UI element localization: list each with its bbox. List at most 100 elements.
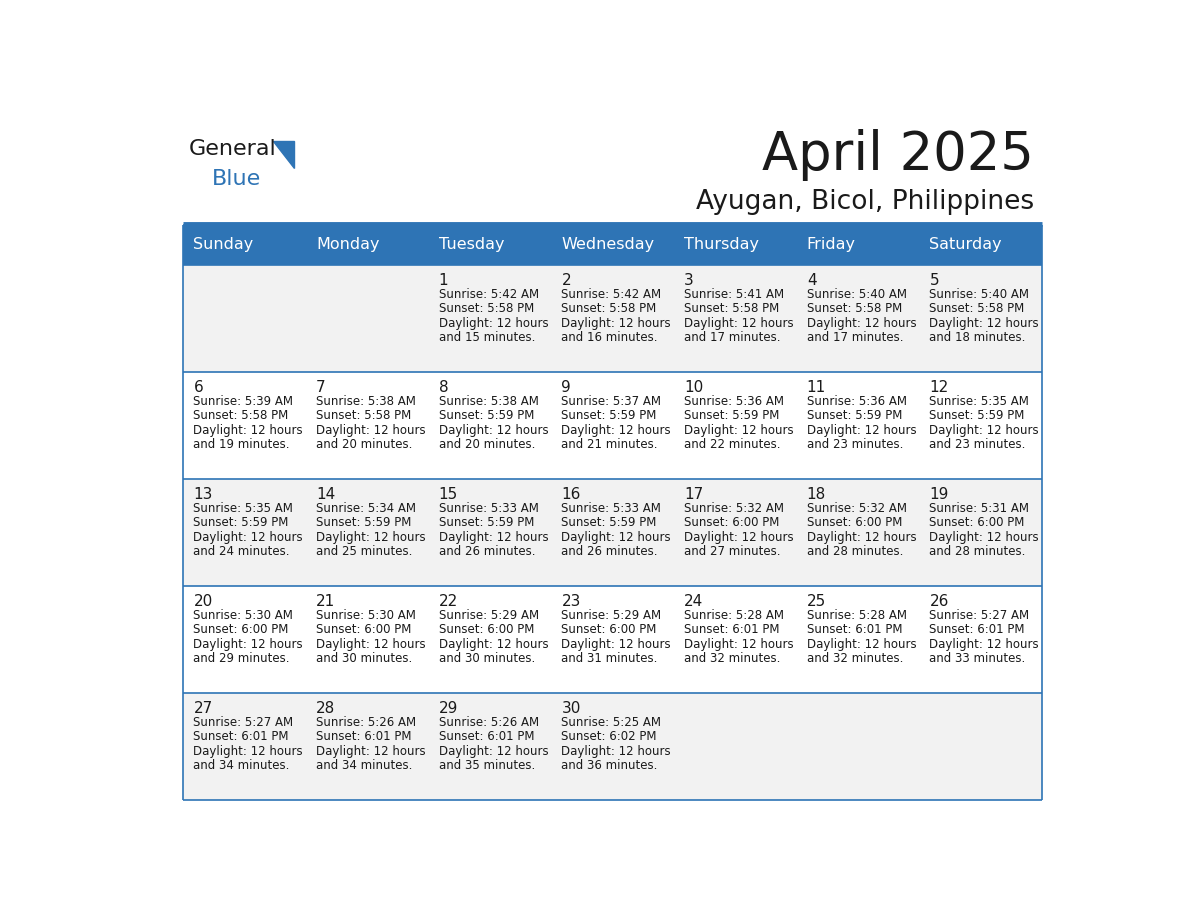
- Text: 22: 22: [438, 594, 459, 609]
- Text: Sunset: 5:58 PM: Sunset: 5:58 PM: [562, 302, 657, 315]
- Text: 20: 20: [194, 594, 213, 609]
- Text: 12: 12: [929, 380, 949, 395]
- Text: Sunrise: 5:36 AM: Sunrise: 5:36 AM: [684, 395, 784, 409]
- Text: and 17 minutes.: and 17 minutes.: [684, 330, 781, 343]
- Text: and 21 minutes.: and 21 minutes.: [562, 438, 658, 451]
- Text: Sunrise: 5:28 AM: Sunrise: 5:28 AM: [807, 610, 906, 622]
- Text: Sunrise: 5:25 AM: Sunrise: 5:25 AM: [562, 716, 662, 729]
- Text: 8: 8: [438, 380, 448, 395]
- Text: Daylight: 12 hours: Daylight: 12 hours: [562, 744, 671, 757]
- Text: Sunrise: 5:26 AM: Sunrise: 5:26 AM: [316, 716, 416, 729]
- Text: Sunset: 6:01 PM: Sunset: 6:01 PM: [438, 731, 535, 744]
- Text: Sunrise: 5:33 AM: Sunrise: 5:33 AM: [438, 502, 538, 515]
- Text: Daylight: 12 hours: Daylight: 12 hours: [316, 638, 425, 651]
- Text: Sunrise: 5:31 AM: Sunrise: 5:31 AM: [929, 502, 1030, 515]
- Text: Sunset: 5:59 PM: Sunset: 5:59 PM: [807, 409, 902, 422]
- Text: and 30 minutes.: and 30 minutes.: [438, 652, 535, 665]
- Text: April 2025: April 2025: [763, 129, 1035, 182]
- Text: Sunrise: 5:29 AM: Sunrise: 5:29 AM: [438, 610, 539, 622]
- Text: Sunset: 5:59 PM: Sunset: 5:59 PM: [194, 516, 289, 530]
- Text: Sunset: 6:02 PM: Sunset: 6:02 PM: [562, 731, 657, 744]
- Text: Daylight: 12 hours: Daylight: 12 hours: [929, 638, 1040, 651]
- Text: Sunday: Sunday: [194, 238, 254, 252]
- Text: Daylight: 12 hours: Daylight: 12 hours: [684, 638, 794, 651]
- Text: and 35 minutes.: and 35 minutes.: [438, 759, 535, 772]
- Text: Sunset: 5:58 PM: Sunset: 5:58 PM: [438, 302, 535, 315]
- Text: Daylight: 12 hours: Daylight: 12 hours: [684, 317, 794, 330]
- Text: Sunset: 6:00 PM: Sunset: 6:00 PM: [562, 623, 657, 636]
- Text: Sunset: 6:00 PM: Sunset: 6:00 PM: [929, 516, 1025, 530]
- Text: Daylight: 12 hours: Daylight: 12 hours: [194, 638, 303, 651]
- Text: 28: 28: [316, 700, 335, 716]
- Text: 1: 1: [438, 273, 448, 287]
- Text: 18: 18: [807, 487, 826, 502]
- Text: Daylight: 12 hours: Daylight: 12 hours: [194, 531, 303, 543]
- Text: Sunrise: 5:38 AM: Sunrise: 5:38 AM: [316, 395, 416, 409]
- Text: Sunrise: 5:29 AM: Sunrise: 5:29 AM: [562, 610, 662, 622]
- Text: and 16 minutes.: and 16 minutes.: [562, 330, 658, 343]
- Text: Sunset: 6:00 PM: Sunset: 6:00 PM: [438, 623, 535, 636]
- Text: Sunset: 5:58 PM: Sunset: 5:58 PM: [929, 302, 1025, 315]
- Text: Sunrise: 5:41 AM: Sunrise: 5:41 AM: [684, 288, 784, 301]
- Text: Saturday: Saturday: [929, 238, 1003, 252]
- Text: 19: 19: [929, 487, 949, 502]
- Text: and 20 minutes.: and 20 minutes.: [438, 438, 535, 451]
- Text: and 32 minutes.: and 32 minutes.: [684, 652, 781, 665]
- Text: Sunrise: 5:33 AM: Sunrise: 5:33 AM: [562, 502, 662, 515]
- Text: Sunrise: 5:38 AM: Sunrise: 5:38 AM: [438, 395, 538, 409]
- Text: Sunset: 5:59 PM: Sunset: 5:59 PM: [438, 409, 535, 422]
- Text: Sunset: 6:01 PM: Sunset: 6:01 PM: [316, 731, 411, 744]
- Text: Daylight: 12 hours: Daylight: 12 hours: [316, 531, 425, 543]
- Text: and 33 minutes.: and 33 minutes.: [929, 652, 1025, 665]
- Text: 11: 11: [807, 380, 826, 395]
- Text: Ayugan, Bicol, Philippines: Ayugan, Bicol, Philippines: [696, 189, 1035, 215]
- Text: Sunset: 5:59 PM: Sunset: 5:59 PM: [684, 409, 779, 422]
- Text: 17: 17: [684, 487, 703, 502]
- Text: Sunset: 5:59 PM: Sunset: 5:59 PM: [316, 516, 411, 530]
- Text: Sunset: 5:58 PM: Sunset: 5:58 PM: [194, 409, 289, 422]
- Text: Sunrise: 5:27 AM: Sunrise: 5:27 AM: [194, 716, 293, 729]
- Text: 27: 27: [194, 700, 213, 716]
- Text: Sunset: 5:58 PM: Sunset: 5:58 PM: [684, 302, 779, 315]
- Text: Sunrise: 5:42 AM: Sunrise: 5:42 AM: [438, 288, 539, 301]
- Text: Sunset: 5:59 PM: Sunset: 5:59 PM: [562, 409, 657, 422]
- Text: Daylight: 12 hours: Daylight: 12 hours: [438, 423, 549, 437]
- Text: Sunrise: 5:35 AM: Sunrise: 5:35 AM: [194, 502, 293, 515]
- Text: and 29 minutes.: and 29 minutes.: [194, 652, 290, 665]
- Text: Sunrise: 5:26 AM: Sunrise: 5:26 AM: [438, 716, 539, 729]
- Text: Daylight: 12 hours: Daylight: 12 hours: [807, 317, 916, 330]
- Text: Sunset: 6:00 PM: Sunset: 6:00 PM: [807, 516, 902, 530]
- Text: Daylight: 12 hours: Daylight: 12 hours: [684, 531, 794, 543]
- Text: Daylight: 12 hours: Daylight: 12 hours: [438, 744, 549, 757]
- Text: and 17 minutes.: and 17 minutes.: [807, 330, 903, 343]
- Text: Daylight: 12 hours: Daylight: 12 hours: [807, 423, 916, 437]
- Text: Sunset: 6:00 PM: Sunset: 6:00 PM: [194, 623, 289, 636]
- Text: and 34 minutes.: and 34 minutes.: [316, 759, 412, 772]
- Text: 13: 13: [194, 487, 213, 502]
- Text: Sunset: 6:01 PM: Sunset: 6:01 PM: [194, 731, 289, 744]
- Text: Sunset: 6:00 PM: Sunset: 6:00 PM: [684, 516, 779, 530]
- Text: 21: 21: [316, 594, 335, 609]
- Text: Sunrise: 5:27 AM: Sunrise: 5:27 AM: [929, 610, 1030, 622]
- Bar: [183, 693, 1042, 800]
- Text: Thursday: Thursday: [684, 238, 759, 252]
- Text: 29: 29: [438, 700, 459, 716]
- Text: Sunrise: 5:35 AM: Sunrise: 5:35 AM: [929, 395, 1029, 409]
- Text: 6: 6: [194, 380, 203, 395]
- Text: Sunset: 6:01 PM: Sunset: 6:01 PM: [807, 623, 903, 636]
- Text: Daylight: 12 hours: Daylight: 12 hours: [807, 531, 916, 543]
- Bar: [183, 479, 1042, 586]
- Text: and 15 minutes.: and 15 minutes.: [438, 330, 535, 343]
- Text: 16: 16: [562, 487, 581, 502]
- Text: 2: 2: [562, 273, 571, 287]
- Text: 30: 30: [562, 700, 581, 716]
- Text: and 24 minutes.: and 24 minutes.: [194, 544, 290, 558]
- Text: Friday: Friday: [807, 238, 855, 252]
- Text: Daylight: 12 hours: Daylight: 12 hours: [684, 423, 794, 437]
- Text: Daylight: 12 hours: Daylight: 12 hours: [929, 423, 1040, 437]
- Text: 14: 14: [316, 487, 335, 502]
- Text: Sunset: 5:58 PM: Sunset: 5:58 PM: [807, 302, 902, 315]
- Text: Sunrise: 5:37 AM: Sunrise: 5:37 AM: [562, 395, 662, 409]
- Polygon shape: [272, 141, 295, 168]
- Text: Daylight: 12 hours: Daylight: 12 hours: [194, 423, 303, 437]
